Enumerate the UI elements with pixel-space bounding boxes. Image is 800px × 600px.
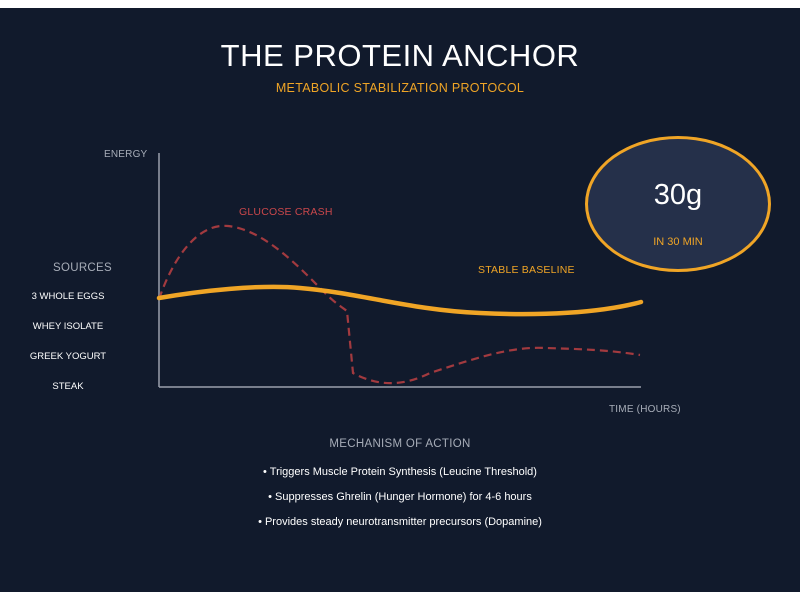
- y-axis-label: ENERGY: [104, 149, 148, 160]
- protein-badge: 30g IN 30 MIN: [585, 136, 771, 272]
- slide: THE PROTEIN ANCHOR METABOLIC STABILIZATI…: [0, 8, 800, 592]
- source-item: STEAK: [52, 381, 84, 392]
- mechanism-bullet: • Suppresses Ghrelin (Hunger Hormone) fo…: [268, 491, 532, 503]
- mechanism-heading: MECHANISM OF ACTION: [329, 438, 471, 450]
- mechanism-bullet: • Triggers Muscle Protein Synthesis (Leu…: [263, 466, 537, 478]
- source-item: WHEY ISOLATE: [32, 321, 104, 332]
- energy-chart: [156, 153, 644, 388]
- stable-baseline-label: STABLE BASELINE: [478, 264, 575, 276]
- x-axis-label: TIME (HOURS): [609, 404, 681, 415]
- source-item: GREEK YOGURT: [29, 351, 107, 362]
- page-subtitle: METABOLIC STABILIZATION PROTOCOL: [275, 81, 525, 95]
- mechanism-bullet: • Provides steady neurotransmitter precu…: [258, 516, 542, 528]
- badge-value: 30g: [653, 179, 703, 211]
- baseline-curve: [156, 284, 644, 317]
- sources-heading: SOURCES: [53, 262, 112, 274]
- source-item: 3 WHOLE EGGS: [31, 291, 105, 302]
- page-title: THE PROTEIN ANCHOR: [220, 38, 580, 73]
- glucose-crash-label: GLUCOSE CRASH: [239, 206, 333, 218]
- badge-caption: IN 30 MIN: [653, 236, 703, 248]
- glucose-curve: [157, 224, 641, 385]
